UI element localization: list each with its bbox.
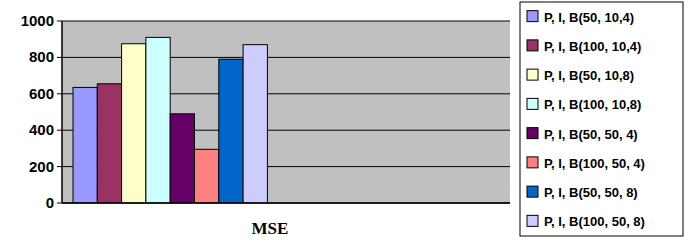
legend-label: P, I, B(50, 50, 4)	[544, 127, 638, 142]
tick-label: 400	[29, 121, 54, 138]
legend-label: P, I, B(50, 50, 8)	[544, 185, 638, 200]
legend-label: P, I, B(100, 10,4)	[544, 39, 641, 54]
bar	[243, 45, 267, 203]
legend-swatch	[527, 157, 538, 168]
legend-swatch	[527, 69, 538, 80]
legend-swatch	[527, 186, 538, 197]
legend-label: P, I, B(100, 10,8)	[544, 97, 641, 112]
bar	[122, 44, 146, 203]
legend	[520, 2, 683, 236]
bar	[195, 149, 219, 203]
legend-swatch	[527, 11, 538, 22]
category-label: MSE	[252, 219, 289, 238]
legend-label: P, I, B(50, 10,8)	[544, 68, 634, 83]
bars	[73, 37, 267, 203]
legend-label: P, I, B(100, 50, 8)	[544, 214, 645, 229]
legend-label: P, I, B(50, 10,4)	[544, 10, 634, 25]
tick-label: 0	[46, 194, 54, 211]
tick-label: 1000	[21, 12, 54, 29]
grid-line	[62, 203, 510, 204]
bar	[170, 114, 194, 203]
legend-swatch	[527, 128, 538, 139]
chart: 0 200 400 600 800 1000 MSE P, I, B(50, 10,4) P, …	[0, 0, 685, 244]
tick-label: 200	[29, 158, 54, 175]
y-axis	[61, 21, 63, 203]
bar	[146, 37, 170, 203]
grid-line	[62, 21, 510, 22]
legend-label: P, I, B(100, 50, 4)	[544, 156, 645, 171]
legend-swatch	[527, 40, 538, 51]
bar	[73, 87, 97, 203]
legend-swatch	[527, 215, 538, 226]
tick-label: 800	[29, 48, 54, 65]
bar	[97, 84, 121, 203]
bar	[219, 59, 243, 203]
plot-area	[62, 21, 510, 203]
legend-swatch	[527, 98, 538, 109]
x-axis	[62, 202, 510, 204]
tick-label: 600	[29, 85, 54, 102]
